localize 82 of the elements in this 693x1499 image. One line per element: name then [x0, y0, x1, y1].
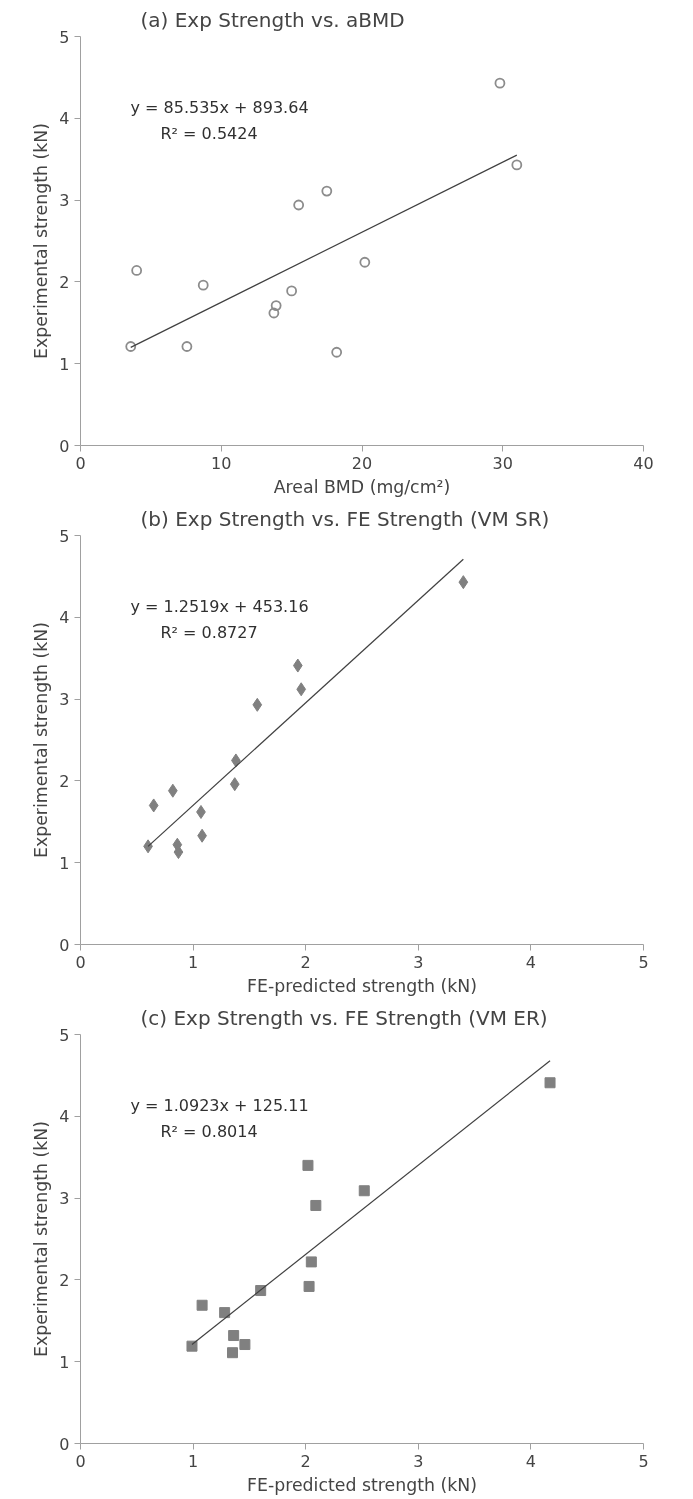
x-tick-label: 4 [525, 952, 536, 972]
point [286, 285, 298, 297]
y-tick-label: 3 [59, 191, 70, 211]
point [296, 682, 307, 697]
point [310, 1199, 322, 1211]
x-tick-label: 3 [413, 952, 424, 972]
y-tick-label: 0 [59, 1434, 70, 1454]
y-tick-label: 4 [59, 1107, 70, 1127]
y-axis-title: Experimental strength (kN) [31, 122, 52, 360]
point [228, 1330, 240, 1342]
annotation: R² = 0.8727 [160, 622, 258, 642]
x-tick-label: 4 [525, 1451, 536, 1471]
y-tick-label: 5 [59, 1025, 70, 1045]
y-tick-label: 3 [59, 690, 70, 710]
y-tick-label: 0 [59, 436, 70, 456]
y-tick-label: 4 [59, 109, 70, 129]
y-tick-label: 3 [59, 1189, 70, 1209]
point [131, 265, 143, 276]
point [321, 185, 333, 197]
y-tick-label: 0 [59, 935, 70, 955]
y-tick-label: 2 [59, 1270, 70, 1290]
x-tick-label: 30 [492, 453, 513, 473]
x-tick-label: 40 [633, 453, 654, 473]
x-tick-label: 1 [188, 952, 199, 972]
point [227, 1347, 239, 1359]
x-tick-label: 0 [75, 1451, 86, 1471]
annotation: R² = 0.5424 [160, 123, 258, 143]
x-tick-label: 0 [75, 453, 86, 473]
y-tick-label: 1 [59, 853, 70, 873]
x-tick-label: 20 [351, 453, 373, 473]
y-axis-title: Experimental strength (kN) [31, 621, 52, 859]
x-tick-label: 5 [638, 952, 649, 972]
x-tick-label: 0 [75, 952, 86, 972]
point [458, 575, 469, 590]
point [302, 1159, 314, 1171]
y-tick-label: 5 [59, 526, 70, 546]
annotation: y = 1.2519x + 453.16 [130, 596, 309, 616]
chart-title: (b) Exp Strength vs. FE Strength (VM SR) [140, 506, 550, 531]
point [359, 256, 371, 268]
y-tick-label: 1 [59, 1352, 70, 1372]
point [148, 798, 159, 813]
y-axis-title: Experimental strength (kN) [31, 1120, 52, 1358]
point [511, 159, 523, 171]
point [331, 346, 343, 358]
point [219, 1307, 231, 1319]
y-tick-label: 5 [59, 27, 70, 47]
point [305, 1256, 317, 1268]
x-axis-title: FE-predicted strength (kN) [247, 1474, 477, 1495]
point [268, 307, 280, 319]
point [544, 1077, 556, 1089]
annotation: R² = 0.8014 [160, 1121, 258, 1141]
point [292, 658, 303, 673]
point [293, 199, 305, 211]
x-axis-title: FE-predicted strength (kN) [247, 975, 477, 996]
y-tick-label: 2 [59, 272, 70, 292]
point [494, 77, 506, 89]
x-tick-label: 5 [638, 1451, 649, 1471]
point [125, 341, 137, 352]
x-tick-label: 2 [300, 1451, 311, 1471]
x-axis-title: Areal BMD (mg/cm²) [273, 476, 451, 497]
y-tick-label: 1 [59, 354, 70, 374]
point [186, 1340, 198, 1352]
chart-title: (c) Exp Strength vs. FE Strength (VM ER) [140, 1005, 548, 1030]
y-tick-label: 4 [59, 608, 70, 628]
x-tick-label: 3 [413, 1451, 424, 1471]
point [181, 341, 193, 352]
y-tick-label: 2 [59, 771, 70, 791]
point [229, 777, 240, 792]
x-tick-label: 10 [211, 453, 232, 473]
annotation: y = 1.0923x + 125.11 [130, 1095, 309, 1115]
point [196, 1299, 208, 1311]
point [239, 1339, 251, 1351]
point [270, 300, 282, 312]
point [303, 1280, 315, 1292]
point [252, 697, 263, 712]
annotation: y = 85.535x + 893.64 [130, 97, 309, 117]
chart-title: (a) Exp Strength vs. aBMD [140, 7, 405, 32]
x-tick-label: 2 [300, 952, 311, 972]
point [358, 1185, 370, 1197]
point [173, 845, 184, 860]
x-tick-label: 1 [188, 1451, 199, 1471]
point [197, 279, 209, 291]
